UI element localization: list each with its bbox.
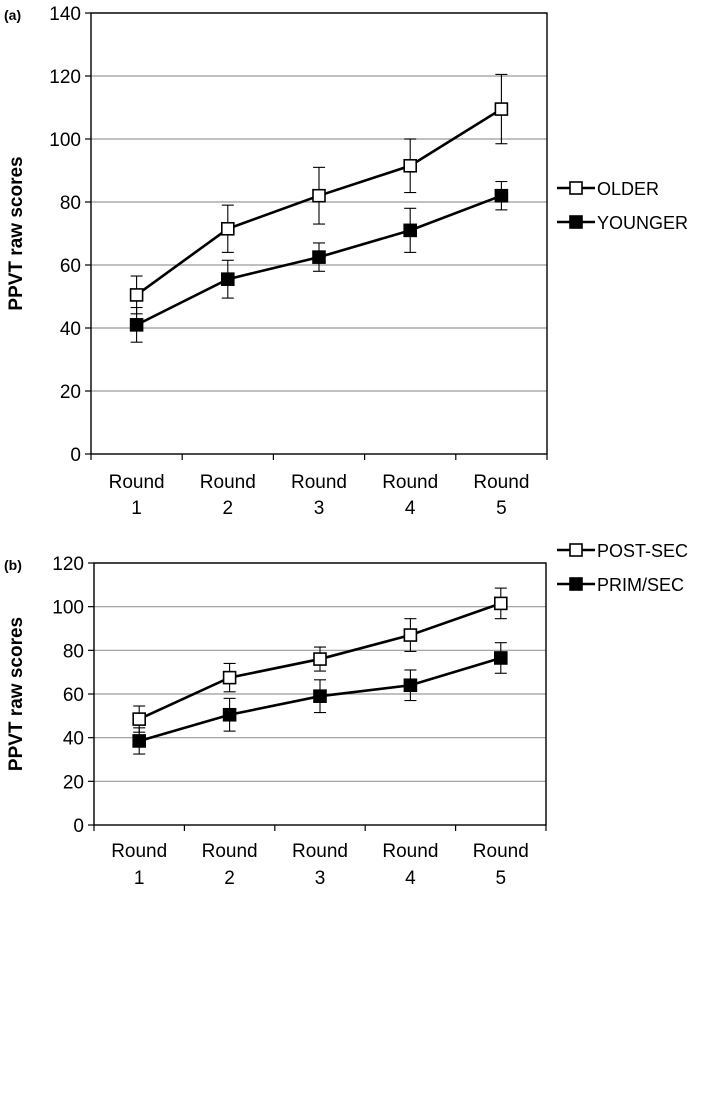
data-point	[403, 628, 418, 642]
data-point	[493, 651, 508, 665]
legend-label: YOUNGER	[597, 213, 688, 233]
data-point	[494, 188, 509, 203]
y-tick-label: 80	[63, 641, 84, 662]
data-point	[312, 188, 326, 203]
data-point	[132, 734, 146, 748]
series-younger	[129, 180, 509, 343]
chart-panel-b: (b) 0 20 40 60 80 100 120 Round 1 Round 2 Round 3 Roun…	[4, 541, 688, 889]
plot-area-border	[93, 562, 547, 826]
x-tick-label: Round 5	[473, 472, 529, 519]
y-tick-label: 20	[63, 772, 84, 793]
data-point	[313, 689, 327, 703]
data-point	[129, 318, 144, 332]
legend-marker	[569, 577, 583, 591]
data-point	[222, 670, 237, 685]
data-point	[312, 250, 326, 264]
y-tick-label: 60	[60, 256, 81, 277]
x-tick-label: Round 3	[291, 472, 347, 519]
data-point	[493, 596, 508, 611]
panel-label: (a)	[4, 7, 21, 23]
y-tick-label: 60	[63, 685, 84, 706]
series-prim-sec	[132, 642, 508, 755]
x-tick-label: Round 2	[200, 472, 256, 519]
series-older	[129, 73, 509, 315]
y-tick-label: 120	[52, 554, 84, 575]
x-tick-label: Round 4	[382, 841, 438, 889]
plot-area-border	[90, 12, 548, 455]
x-tick-label: Round 3	[292, 841, 348, 889]
data-point	[129, 288, 144, 302]
legend-marker	[569, 181, 583, 195]
x-tick-label: Round 5	[473, 841, 529, 889]
y-tick-label: 140	[49, 4, 81, 25]
legend-label: OLDER	[597, 179, 659, 199]
x-tick-label: Round 1	[111, 841, 167, 889]
data-point	[403, 223, 418, 238]
y-axis-title: PPVT raw scores	[6, 156, 27, 310]
data-point	[222, 707, 237, 722]
y-axis-title: PPVT raw scores	[6, 617, 27, 771]
x-tick-label: Round 4	[382, 472, 438, 519]
y-tick-label: 120	[49, 67, 81, 88]
panel-label: (b)	[4, 557, 22, 573]
data-point	[403, 158, 418, 173]
x-tick-label: Round 1	[109, 472, 165, 519]
y-tick-label: 100	[52, 598, 84, 619]
chart-panel-a: (a) 0 20 40 60 80 100 120 140 Round 1 Round 2 Round 3 R…	[4, 4, 688, 519]
y-tick-label: 0	[70, 445, 81, 466]
series-post-sec	[132, 587, 508, 733]
y-tick-label: 20	[60, 382, 81, 403]
legend-label: PRIM/SEC	[597, 575, 684, 595]
y-tick-label: 40	[60, 319, 81, 340]
y-tick-label: 0	[73, 816, 84, 837]
data-point	[313, 652, 327, 666]
y-tick-label: 40	[63, 729, 84, 750]
data-point	[403, 678, 418, 693]
y-tick-label: 100	[49, 130, 81, 151]
legend-marker	[569, 215, 583, 229]
y-tick-label: 80	[60, 193, 81, 214]
data-point	[221, 272, 235, 286]
x-tick-label: Round 2	[202, 841, 258, 889]
data-point	[132, 712, 146, 726]
data-point	[221, 221, 235, 236]
data-point	[494, 102, 509, 116]
legend-marker	[569, 543, 583, 557]
legend-label: POST-SEC	[597, 541, 688, 561]
